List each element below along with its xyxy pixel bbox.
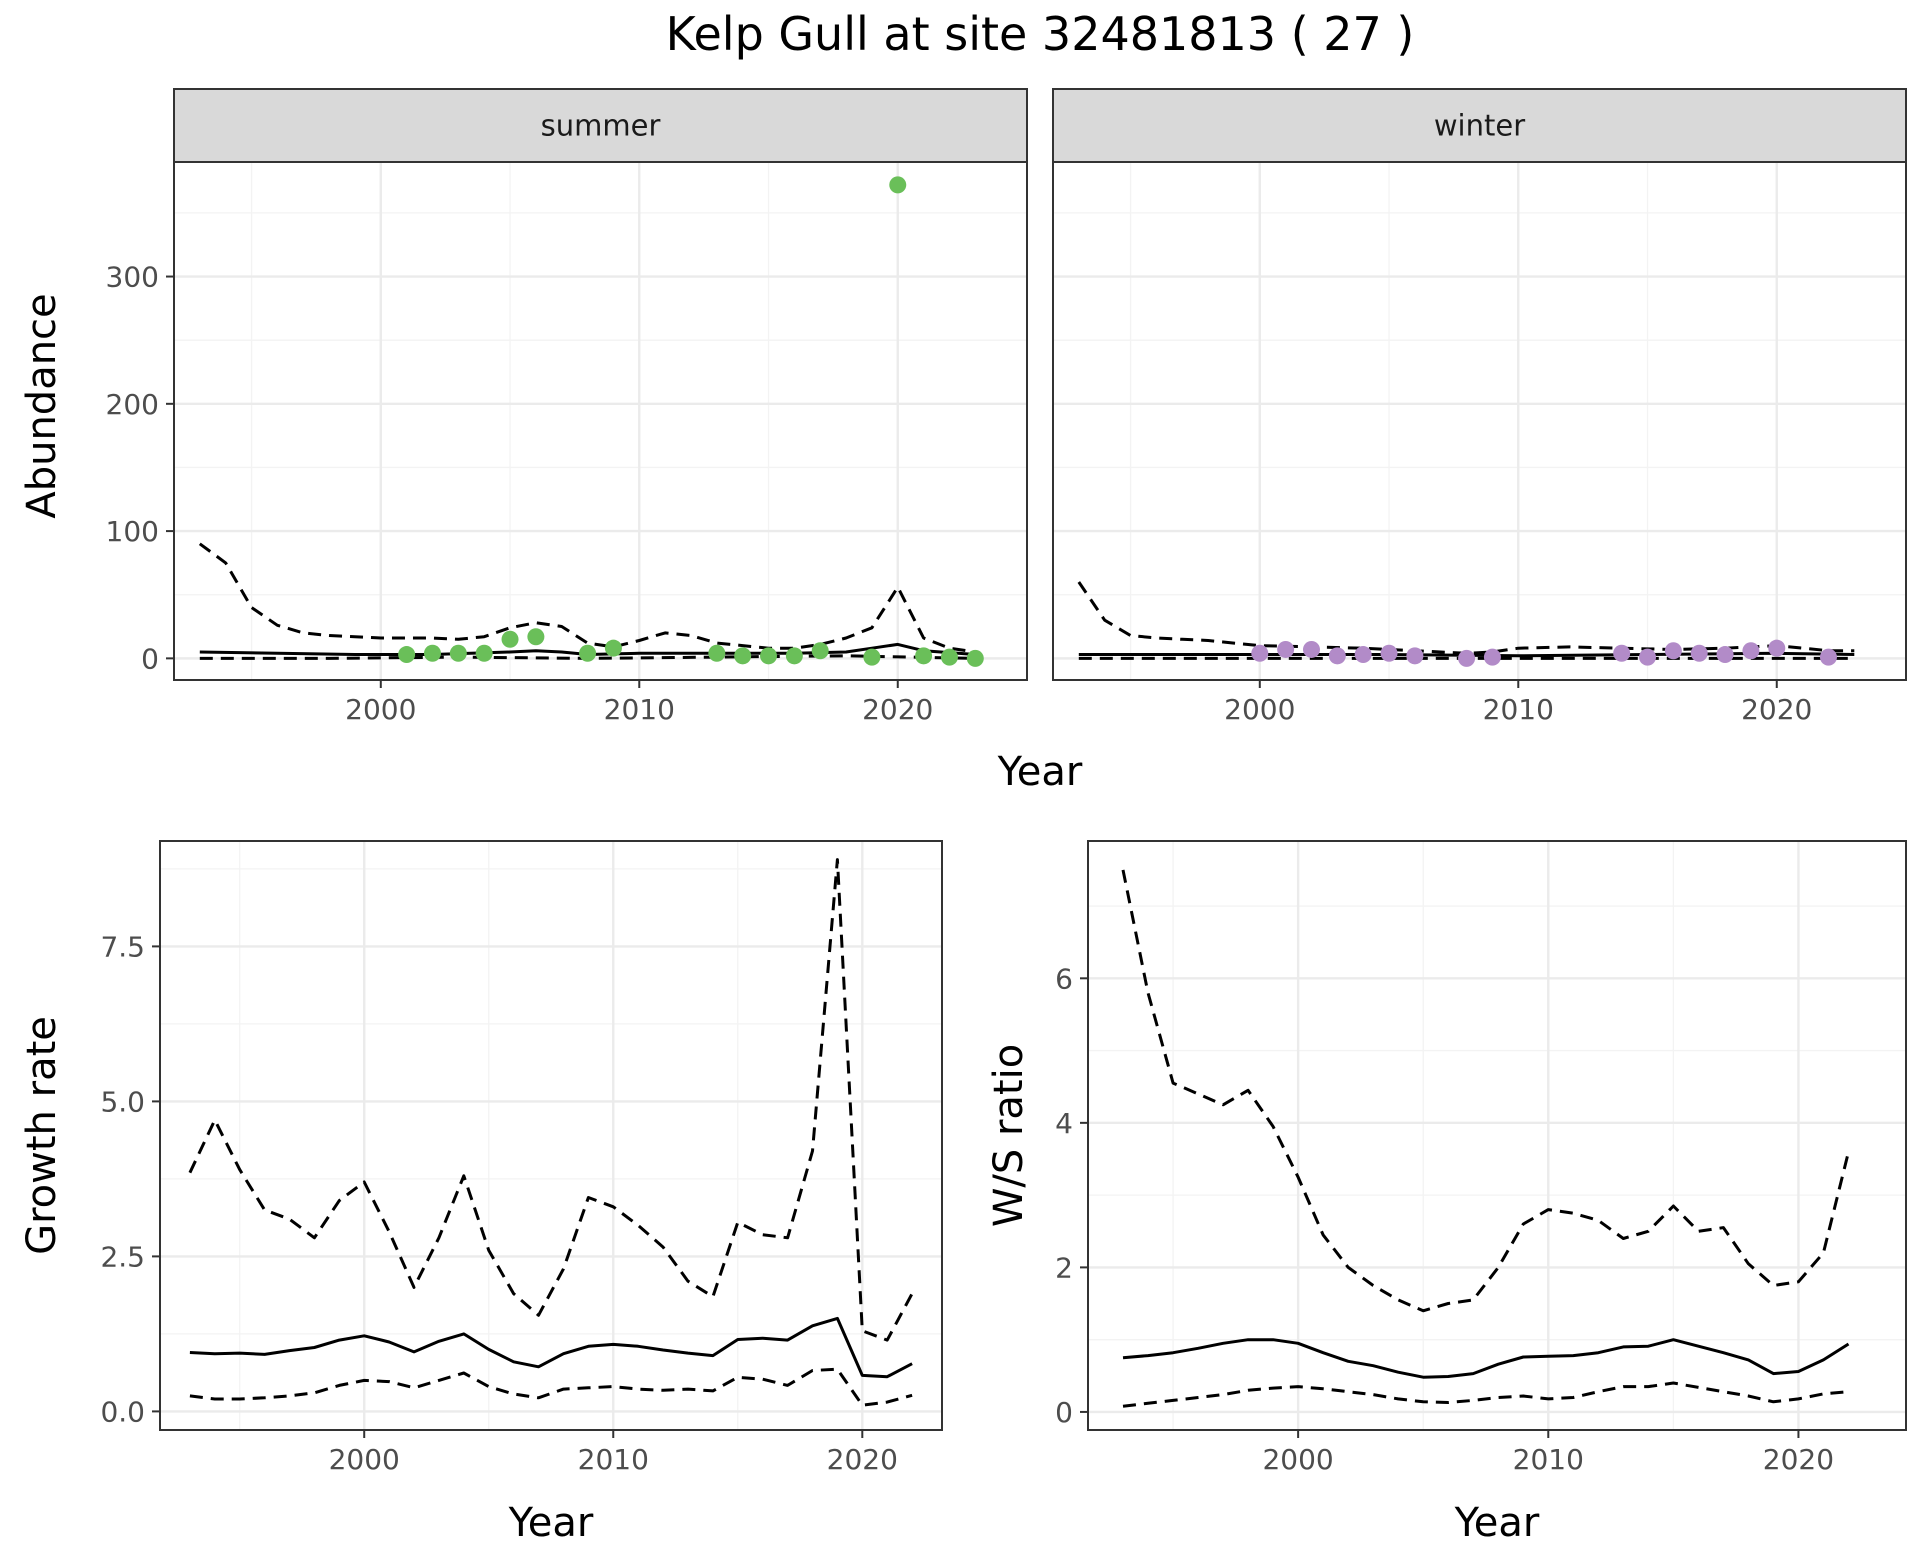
y-tick-label: 300 xyxy=(106,261,159,294)
x-tick-label: 2010 xyxy=(1513,1443,1584,1476)
chart-panel-winter: winter 2000 2010 2020 xyxy=(1052,88,1907,726)
chart-panel-summer: summer 2000 2010 2020 0 100 200 300 Abundance Yea… xyxy=(19,88,1083,795)
data-point-summer xyxy=(734,647,752,665)
series-line-mean xyxy=(189,1316,913,1379)
panel-border xyxy=(1052,161,1907,681)
data-point-winter xyxy=(1483,648,1501,666)
x-tick-label: 2000 xyxy=(345,693,416,726)
panel-border xyxy=(159,840,943,1431)
y-tick-label: 200 xyxy=(106,388,159,421)
data-point-summer xyxy=(449,644,467,662)
y-tick-label: 100 xyxy=(106,515,159,548)
y-tick-label: 0 xyxy=(1055,1396,1073,1429)
y-tick-label: 2 xyxy=(1055,1251,1073,1284)
x-tick-label: 2010 xyxy=(1483,693,1554,726)
data-point-summer xyxy=(760,647,778,665)
data-point-winter xyxy=(1380,644,1398,662)
chart-panel-3: 2000 2010 2020 0 2 4 6 W/S ratio Year xyxy=(986,840,1907,1546)
y-tick-label: 6 xyxy=(1055,962,1073,995)
series-line-upper xyxy=(1077,581,1855,655)
panel-border xyxy=(173,161,1028,681)
data-point-summer xyxy=(940,648,958,666)
facet-label: summer xyxy=(541,109,661,143)
data-point-winter xyxy=(1328,647,1346,665)
y-tick-label: 2.5 xyxy=(100,1240,145,1273)
data-point-summer xyxy=(398,646,416,664)
data-point-winter xyxy=(1406,647,1424,665)
data-point-winter xyxy=(1613,644,1631,662)
series-line-upper xyxy=(198,542,976,654)
y-tick-label: 0.0 xyxy=(100,1395,145,1428)
data-point-winter xyxy=(1302,640,1320,658)
y-axis-title: Growth rate xyxy=(19,1016,65,1255)
y-tick-label: 0 xyxy=(141,642,159,675)
series-line-lower xyxy=(1122,1381,1849,1408)
data-point-summer xyxy=(915,647,933,665)
x-tick-label: 2020 xyxy=(1741,693,1812,726)
facet-strip xyxy=(173,88,1028,163)
data-point-summer xyxy=(811,642,829,660)
x-tick-label: 2000 xyxy=(329,1443,400,1476)
data-point-winter xyxy=(1354,646,1372,664)
data-point-winter xyxy=(1716,646,1734,664)
main-title: Kelp Gull at site 32481813 ( 27 ) xyxy=(666,7,1415,61)
y-axis-title: W/S ratio xyxy=(986,1044,1032,1227)
x-axis-title: Year xyxy=(508,1500,594,1546)
data-point-summer xyxy=(475,644,493,662)
series-line-mean xyxy=(1122,1338,1850,1379)
data-point-winter xyxy=(1639,648,1657,666)
x-axis-title: Year xyxy=(1454,1500,1540,1546)
x-tick-label: 2020 xyxy=(827,1443,898,1476)
series-line-upper xyxy=(1121,869,1850,1313)
y-axis-title: Abundance xyxy=(19,293,65,518)
x-tick-label: 2000 xyxy=(1262,1443,1333,1476)
plots-group: summer 2000 2010 2020 0 100 200 300 Abundance Yea… xyxy=(19,88,1907,1546)
data-point-summer xyxy=(527,628,545,646)
chart-panel-2: 2000 2010 2020 0.0 2.5 5.0 7.5 Growth rate Year xyxy=(19,840,943,1546)
data-point-summer xyxy=(708,644,726,662)
x-tick-label: 2010 xyxy=(578,1443,649,1476)
y-tick-label: 7.5 xyxy=(100,930,145,963)
series-line-lower xyxy=(189,1367,913,1407)
data-point-summer xyxy=(579,644,597,662)
data-point-winter xyxy=(1768,639,1786,657)
data-point-summer xyxy=(889,176,907,194)
data-point-summer xyxy=(423,644,441,662)
x-axis-title: Year xyxy=(997,749,1083,795)
data-point-summer xyxy=(604,639,622,657)
data-point-summer xyxy=(863,648,881,666)
data-point-summer xyxy=(501,630,519,648)
data-point-summer xyxy=(966,649,984,667)
y-tick-label: 4 xyxy=(1055,1107,1073,1140)
data-point-winter xyxy=(1277,640,1295,658)
data-point-winter xyxy=(1251,644,1269,662)
x-tick-label: 2010 xyxy=(604,693,675,726)
x-tick-label: 2000 xyxy=(1224,693,1295,726)
x-tick-label: 2020 xyxy=(1763,1443,1834,1476)
series-line-upper xyxy=(188,858,914,1342)
data-point-winter xyxy=(1664,642,1682,660)
facet-strip xyxy=(1052,88,1907,163)
data-point-winter xyxy=(1690,644,1708,662)
y-tick-label: 5.0 xyxy=(100,1085,145,1118)
x-tick-label: 2020 xyxy=(862,693,933,726)
data-point-winter xyxy=(1458,649,1476,667)
panel-border xyxy=(1087,840,1907,1431)
data-point-winter xyxy=(1819,648,1837,666)
data-point-summer xyxy=(785,647,803,665)
facet-label: winter xyxy=(1434,109,1525,143)
data-point-winter xyxy=(1742,642,1760,660)
